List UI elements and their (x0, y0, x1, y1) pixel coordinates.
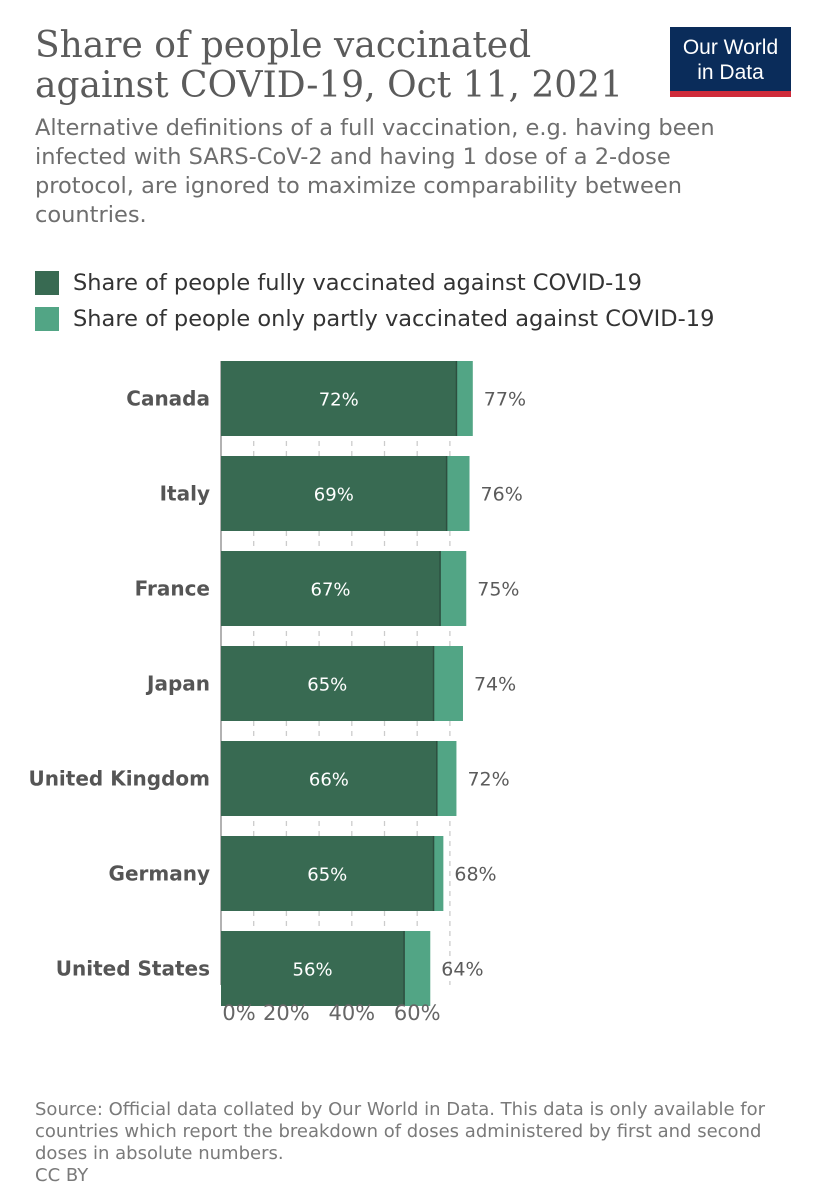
bar-partly-united-kingdom (436, 741, 457, 816)
stacked-bar-chart: Canada 72% 77% Italy 69% 76% France 67% 75% Japan… (28, 361, 526, 1025)
data-label-fully: 65% (307, 675, 347, 696)
bar-fully-italy (221, 456, 447, 531)
legend-swatch-fully (35, 271, 59, 295)
data-label-fully: 56% (293, 960, 333, 981)
category-label: France (135, 577, 210, 601)
legend: Share of people fully vaccinated against… (35, 266, 714, 338)
legend-swatch-partly (35, 307, 59, 331)
source-text: Source: Official data collated by Our Wo… (35, 1099, 766, 1164)
bar-partly-italy (446, 456, 470, 531)
legend-item-partly[interactable]: Share of people only partly vaccinated a… (35, 302, 714, 336)
bar-fully-united-kingdom (221, 741, 437, 816)
owid-logo[interactable]: Our World in Data (670, 27, 791, 97)
chart-subtitle: Alternative definitions of a full vaccin… (35, 115, 715, 228)
bar-fully-canada (221, 361, 457, 436)
bar-partly-germany (433, 836, 444, 911)
data-label-total: 74% (474, 674, 516, 696)
data-label-fully: 67% (311, 580, 351, 601)
data-label-fully: 72% (319, 390, 359, 411)
data-label-total: 68% (454, 864, 496, 886)
category-label: Germany (109, 862, 210, 886)
x-tick-label: 40% (328, 1001, 375, 1025)
license-text: CC BY (35, 1165, 89, 1186)
legend-item-fully[interactable]: Share of people fully vaccinated against… (35, 266, 714, 300)
category-label: United Kingdom (28, 767, 210, 791)
bar-fully-united-states (221, 931, 405, 1006)
source-note: Source: Official data collated by Our Wo… (35, 1099, 775, 1187)
bar-partly-canada (456, 361, 473, 436)
x-tick-label: 20% (263, 1001, 310, 1025)
x-tick-label: 60% (394, 1001, 441, 1025)
category-label: Italy (160, 482, 210, 506)
category-label: United States (56, 957, 210, 981)
chart-title: Share of people vaccinated against COVID… (35, 25, 623, 106)
bar-fully-germany (221, 836, 434, 911)
bar-fully-japan (221, 646, 434, 721)
logo-line-1: Our World (682, 36, 779, 59)
data-label-total: 76% (481, 484, 523, 506)
x-tick-label: 0% (222, 1001, 255, 1025)
data-label-total: 77% (484, 389, 526, 411)
data-label-fully: 65% (307, 865, 347, 886)
data-label-total: 64% (441, 959, 483, 981)
category-label: Japan (145, 672, 210, 696)
data-label-fully: 69% (314, 485, 354, 506)
data-label-total: 75% (477, 579, 519, 601)
bar-fully-france (221, 551, 441, 626)
legend-label-fully: Share of people fully vaccinated against… (73, 270, 642, 296)
logo-line-2: in Data (697, 61, 764, 84)
bar-partly-france (440, 551, 467, 626)
bar-partly-japan (433, 646, 463, 721)
data-label-total: 72% (467, 769, 509, 791)
bar-partly-united-states (404, 931, 431, 1006)
data-label-fully: 66% (309, 770, 349, 791)
category-label: Canada (126, 387, 210, 411)
legend-label-partly: Share of people only partly vaccinated a… (73, 306, 715, 332)
